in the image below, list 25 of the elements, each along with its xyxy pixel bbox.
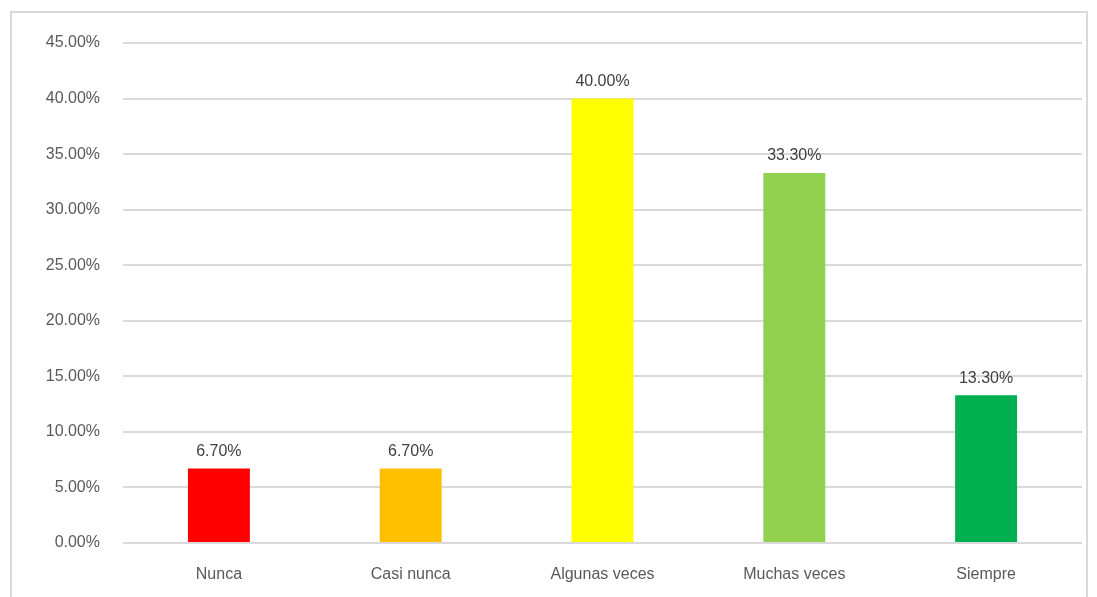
data-label: 6.70%	[196, 441, 242, 459]
y-tick-label: 15.00%	[45, 366, 100, 384]
x-tick-label: Algunas veces	[550, 565, 655, 583]
x-tick-label: Nunca	[195, 565, 243, 583]
y-tick-label: 30.00%	[45, 200, 100, 218]
x-tick-label: Siempre	[956, 565, 1016, 583]
y-tick-label: 35.00%	[45, 144, 100, 162]
y-tick-label: 5.00%	[54, 477, 100, 495]
x-tick-label: Muchas veces	[743, 565, 846, 583]
y-tick-label: 45.00%	[45, 33, 100, 51]
y-tick-label: 25.00%	[45, 255, 100, 273]
y-tick-label: 0.00%	[54, 533, 100, 551]
bar	[571, 98, 634, 542]
bar	[187, 468, 250, 542]
data-label: 6.70%	[388, 441, 434, 459]
y-tick-label: 20.00%	[45, 311, 100, 329]
bar	[379, 468, 442, 542]
data-label: 13.30%	[958, 368, 1014, 386]
y-tick-label: 10.00%	[45, 422, 100, 440]
data-label: 40.00%	[575, 71, 630, 89]
data-label: 33.30%	[767, 146, 822, 164]
x-tick-label: Casi nunca	[370, 565, 451, 583]
y-tick-label: 40.00%	[45, 88, 100, 106]
bar	[955, 395, 1018, 542]
bar	[763, 173, 826, 542]
